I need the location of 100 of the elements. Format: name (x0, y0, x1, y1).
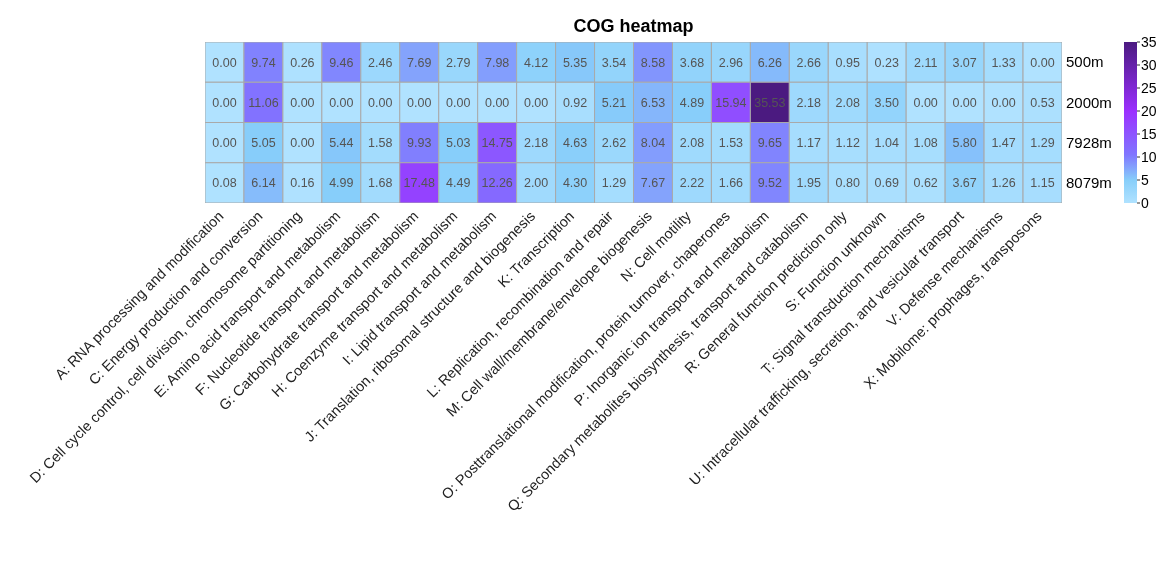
data-label: 8.04 (640, 136, 666, 150)
data-label: 3.50 (874, 95, 899, 110)
data-label: 2.96 (718, 55, 744, 70)
y-tick-label: 8079m (1066, 174, 1112, 192)
data-label: 1.66 (718, 176, 744, 191)
data-label: 2.08 (835, 95, 860, 110)
data-label: 4.99 (329, 176, 354, 191)
data-label: 11.06 (248, 95, 279, 110)
data-label: 2.11 (913, 55, 938, 70)
data-label: 15.94 (715, 95, 747, 110)
data-label: 0.00 (1030, 55, 1055, 70)
color-bar-label: 15 (1141, 125, 1157, 142)
data-label: 6.14 (251, 176, 276, 191)
data-label: 2.08 (679, 136, 705, 150)
y-tick-label: 7928m (1066, 133, 1112, 151)
data-label: 4.89 (679, 95, 705, 110)
data-label: 1.17 (796, 136, 821, 150)
data-label: 0.53 (1030, 95, 1055, 110)
data-label: 1.33 (991, 55, 1016, 70)
data-label: 9.93 (407, 136, 432, 150)
data-label: 5.35 (562, 55, 588, 70)
data-label: 17.48 (403, 176, 435, 191)
data-label: 1.12 (835, 136, 860, 150)
data-label: 2.79 (446, 55, 471, 70)
data-label: 1.29 (1030, 136, 1055, 150)
data-label: 4.30 (562, 176, 588, 191)
data-label: 0.00 (991, 95, 1016, 110)
data-label: 3.68 (679, 55, 705, 70)
chart-title: COG heatmap (572, 16, 695, 37)
data-label: 1.68 (368, 176, 393, 191)
data-label: 3.54 (601, 55, 627, 70)
data-label: 2.18 (523, 136, 549, 150)
data-label: 1.15 (1030, 176, 1055, 191)
data-label: 6.26 (757, 55, 783, 70)
data-label: 0.00 (290, 136, 315, 150)
data-label: 0.00 (212, 55, 237, 70)
data-label: 2.00 (523, 176, 549, 191)
data-label: 0.00 (523, 95, 549, 110)
data-label: 4.63 (562, 136, 588, 150)
data-label: 1.95 (796, 176, 821, 191)
color-bar-label: 10 (1141, 148, 1157, 165)
data-label: 2.66 (796, 55, 821, 70)
data-label: 1.04 (874, 136, 899, 150)
data-label: 14.75 (481, 136, 513, 150)
color-bar-label: 30 (1141, 56, 1157, 73)
color-bar-label: 35 (1141, 33, 1157, 50)
data-label: 0.08 (212, 176, 237, 191)
color-bar-label: 25 (1141, 79, 1157, 96)
data-label: 2.46 (368, 55, 393, 70)
data-label: 1.29 (601, 176, 627, 191)
data-label: 0.00 (484, 95, 510, 110)
color-bar-label: 5 (1141, 171, 1149, 188)
data-label: 0.00 (913, 95, 938, 110)
data-label: 8.58 (640, 55, 666, 70)
data-label: 0.00 (329, 95, 354, 110)
data-label: 7.67 (640, 176, 666, 191)
data-label: 1.53 (718, 136, 744, 150)
y-tick-label: 2000m (1066, 93, 1112, 111)
color-bar-label: 0 (1141, 194, 1149, 211)
data-label: 3.67 (952, 176, 977, 191)
data-label: 12.26 (481, 176, 513, 191)
data-label: 0.95 (835, 55, 860, 70)
data-label: 1.08 (913, 136, 938, 150)
data-label: 0.23 (874, 55, 899, 70)
data-label: 0.00 (290, 95, 315, 110)
y-tick-label: 500m (1066, 53, 1104, 71)
data-label: 6.53 (640, 95, 666, 110)
data-label: 5.03 (446, 136, 471, 150)
data-label: 0.00 (212, 136, 237, 150)
data-label: 1.58 (368, 136, 393, 150)
data-label: 0.92 (562, 95, 588, 110)
data-label: 0.00 (368, 95, 393, 110)
data-label: 0.62 (913, 176, 938, 191)
data-label: 1.26 (991, 176, 1016, 191)
data-label: 0.69 (874, 176, 899, 191)
data-label: 7.98 (484, 55, 510, 70)
data-label: 5.44 (329, 136, 354, 150)
data-label: 0.00 (212, 95, 237, 110)
data-label: 3.07 (952, 55, 977, 70)
data-label: 0.00 (446, 95, 471, 110)
data-label: 35.53 (754, 95, 786, 110)
data-label: 9.74 (251, 55, 276, 70)
data-label: 0.00 (407, 95, 432, 110)
data-label: 7.69 (407, 55, 432, 70)
data-label: 9.52 (757, 176, 783, 191)
data-label: 5.80 (952, 136, 977, 150)
data-label: 0.26 (290, 55, 315, 70)
data-label: 9.46 (329, 55, 354, 70)
data-label: 9.65 (757, 136, 783, 150)
data-label: 1.47 (991, 136, 1016, 150)
data-label: 5.21 (601, 95, 627, 110)
data-label: 4.49 (446, 176, 471, 191)
data-label: 2.22 (679, 176, 705, 191)
color-bar-label: 20 (1141, 102, 1157, 119)
data-label: 0.00 (952, 95, 977, 110)
data-label: 0.80 (835, 176, 860, 191)
data-label: 4.12 (523, 55, 549, 70)
data-label: 0.16 (290, 176, 315, 191)
data-label: 2.62 (601, 136, 627, 150)
data-label: 2.18 (796, 95, 821, 110)
